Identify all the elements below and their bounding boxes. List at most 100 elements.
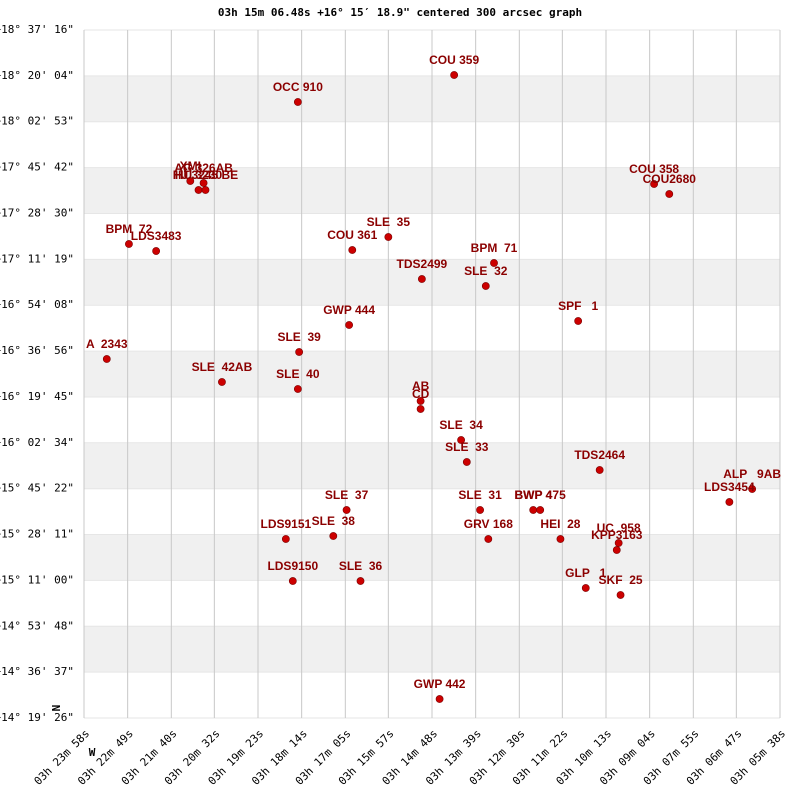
star-point <box>650 180 658 188</box>
star-point <box>490 259 498 267</box>
y-tick-label: +17° 28' 30" <box>0 206 74 219</box>
point-label: BPM 71 <box>471 241 518 255</box>
point-label: GWP 444 <box>323 303 375 317</box>
point-label: GLP 1 <box>565 566 606 580</box>
point-label: COU 359 <box>429 53 479 67</box>
point-label: SLE 36 <box>339 559 383 573</box>
star-point <box>293 98 302 106</box>
chart-title: 03h 15m 06.48s +16° 15′ 18.9" centered 3… <box>218 6 582 19</box>
point-label: LDS3483 <box>131 229 182 243</box>
point-label: LDS9151 <box>260 517 311 531</box>
point-label: LDS9150 <box>267 559 318 573</box>
star-point <box>186 177 195 185</box>
star-point <box>614 539 623 547</box>
y-tick-label: +17° 45' 42" <box>0 161 74 174</box>
point-label: GWP 442 <box>414 677 466 691</box>
y-tick-label: +18° 20' 04" <box>0 69 74 82</box>
point-label: HJ 3245 BE <box>173 168 238 182</box>
star-point <box>348 246 357 254</box>
point-label: LDS3454 <box>704 480 755 494</box>
star-point <box>293 385 302 393</box>
point-label: A 2343 <box>86 337 128 351</box>
point-label: BWP 4 <box>514 488 552 502</box>
star-point <box>536 506 545 514</box>
point-label: CD <box>412 387 430 401</box>
star-point <box>581 584 590 592</box>
y-tick-label: +18° 37' 16" <box>0 23 74 36</box>
point-label: SLE 37 <box>325 488 369 502</box>
star-point <box>329 532 338 540</box>
y-tick-label: +15° 45' 22" <box>0 482 74 495</box>
star-point <box>201 186 210 194</box>
star-point <box>616 591 625 599</box>
star-point <box>417 275 426 283</box>
point-label: COU 358 <box>629 162 679 176</box>
star-point <box>529 506 538 514</box>
point-label: HEI 28 <box>540 517 580 531</box>
point-label: SLE 35 <box>367 215 411 229</box>
y-tick-label: +14° 36' 37" <box>0 665 74 678</box>
star-point <box>612 546 621 554</box>
star-point <box>345 321 354 329</box>
point-label: COU2680 <box>643 172 697 186</box>
star-point <box>484 535 493 543</box>
point-label: XMI <box>180 159 201 173</box>
point-label: UC 958 <box>597 521 641 535</box>
star-point <box>476 506 484 514</box>
star-point <box>295 348 304 356</box>
y-tick-label: +15° 28' 11" <box>0 528 74 541</box>
point-label: TDS2464 <box>574 448 625 462</box>
y-tick-label: +14° 53' 48" <box>0 619 74 632</box>
y-tick-label: +17° 11' 19" <box>0 252 74 265</box>
star-point <box>152 247 161 255</box>
y-tick-label: +16° 02' 34" <box>0 436 74 449</box>
star-point <box>356 577 365 585</box>
point-label: SLE 31 <box>458 488 502 502</box>
point-label: SLE 33 <box>445 440 489 454</box>
point-label: GRV 168 <box>464 517 513 531</box>
star-point <box>462 458 471 466</box>
star-point <box>457 436 466 444</box>
star-point <box>416 405 425 413</box>
star-point <box>281 535 290 543</box>
compass-west: W <box>89 746 96 759</box>
star-point <box>384 233 393 241</box>
star-point <box>481 282 490 290</box>
star-point <box>595 466 604 474</box>
star-point <box>435 695 444 703</box>
point-label: COU 361 <box>327 228 377 242</box>
point-label: OCC 910 <box>273 80 323 94</box>
point-label: SLE 39 <box>277 330 321 344</box>
star-point <box>125 240 133 248</box>
point-label: SLE 34 <box>439 418 483 432</box>
point-label: HU 3230 <box>175 168 223 182</box>
point-label: SPF 1 <box>558 299 598 313</box>
point-label: ALP 9AB <box>723 467 781 481</box>
point-label: SLE 38 <box>312 514 356 528</box>
star-point <box>288 577 297 585</box>
star-point <box>574 317 583 325</box>
star-point <box>218 378 226 386</box>
point-label: SLE 42AB <box>192 360 253 374</box>
star-point <box>450 71 459 79</box>
y-tick-label: +16° 36' 56" <box>0 344 74 357</box>
y-tick-label: +15° 11' 00" <box>0 573 74 586</box>
point-label: TDS2499 <box>397 257 448 271</box>
star-point <box>416 397 425 405</box>
y-tick-label: +14° 19' 26" <box>0 711 74 724</box>
star-point <box>102 355 111 363</box>
star-point <box>665 190 674 198</box>
point-label: SLE 32 <box>464 264 508 278</box>
compass-north: N <box>50 705 63 712</box>
point-label: SKF 25 <box>599 573 643 587</box>
star-point <box>342 506 351 514</box>
point-label: AG 326AB <box>174 161 233 175</box>
star-point <box>194 186 203 194</box>
y-tick-label: +16° 19' 45" <box>0 390 74 403</box>
point-label: AB <box>412 379 430 393</box>
point-label: BWP 475 <box>515 488 566 502</box>
point-label: KPP3163 <box>591 528 643 542</box>
y-tick-label: +16° 54' 08" <box>0 298 74 311</box>
point-label: BPM 72 <box>106 222 153 236</box>
